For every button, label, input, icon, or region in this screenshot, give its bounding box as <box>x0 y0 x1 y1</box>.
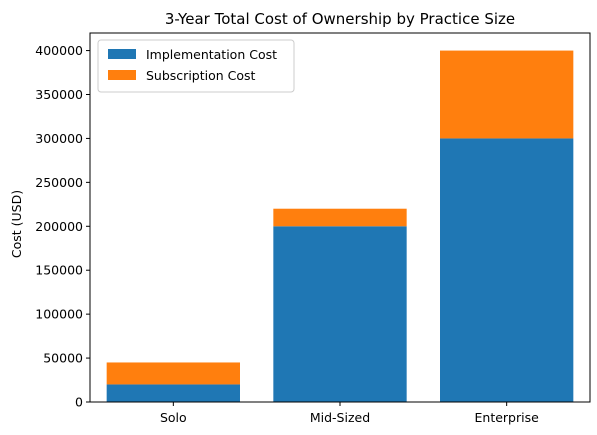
y-tick-label: 400000 <box>35 43 83 58</box>
y-tick-label: 250000 <box>35 175 83 190</box>
bar-implementation-cost-mid-sized <box>273 226 407 402</box>
x-tick-label: Enterprise <box>475 410 540 425</box>
y-axis: 0 50000 100000 150000 200000 250000 300000 3500… <box>35 43 90 410</box>
y-axis-label: Cost (USD) <box>9 190 24 258</box>
x-tick-label: Solo <box>160 410 187 425</box>
bar-subscription-cost-solo <box>106 362 241 385</box>
bar-implementation-cost-solo <box>106 384 241 402</box>
bars-group <box>106 50 574 402</box>
y-tick-label: 50000 <box>43 351 83 366</box>
x-axis: Solo Mid-Sized Enterprise <box>160 402 539 425</box>
legend-swatch <box>108 70 136 80</box>
bar-subscription-cost-enterprise <box>440 50 574 139</box>
legend-label: Subscription Cost <box>146 68 256 83</box>
y-tick-label: 150000 <box>35 263 83 278</box>
plot-frame <box>89 32 591 403</box>
bar-subscription-cost-mid-sized <box>273 208 407 227</box>
y-tick-label: 350000 <box>35 87 83 102</box>
legend-swatch <box>108 49 136 59</box>
x-tick-label: Mid-Sized <box>310 410 370 425</box>
legend-box <box>97 39 295 93</box>
chart-title: 3-Year Total Cost of Ownership by Practi… <box>165 10 515 28</box>
legend-label: Implementation Cost <box>146 47 277 62</box>
y-tick-label: 200000 <box>35 219 83 234</box>
y-tick-label: 0 <box>75 395 83 410</box>
legend: Implementation Cost Subscription Cost <box>97 39 295 93</box>
y-tick-label: 300000 <box>35 131 83 146</box>
bar-implementation-cost-enterprise <box>440 138 574 402</box>
y-tick-label: 100000 <box>35 307 83 322</box>
